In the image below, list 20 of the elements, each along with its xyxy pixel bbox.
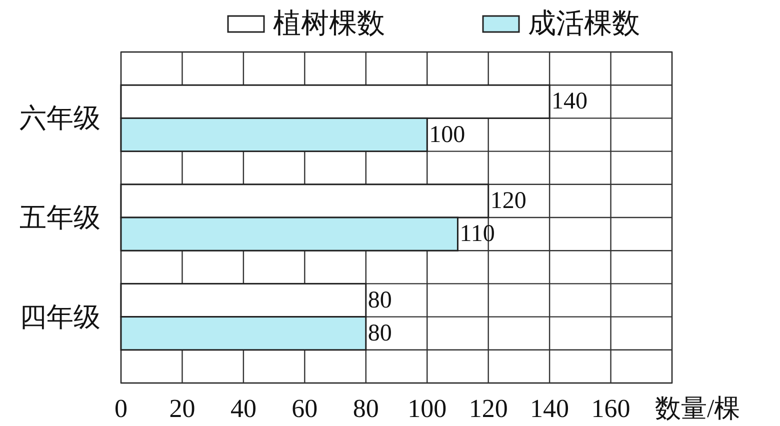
x-tick-label: 160 [591,394,630,423]
data-label: 100 [429,122,466,148]
y-tick-label: 五年级 [20,202,100,232]
legend-label: 成活棵数 [528,8,640,40]
x-tick-label: 140 [530,394,570,423]
x-tick-label: 80 [352,394,379,423]
data-label: 140 [552,88,588,115]
data-label: 120 [490,188,526,214]
legend-label: 植树棵数 [273,8,385,40]
x-tick-label: 60 [292,394,318,423]
data-label: 80 [368,287,392,314]
x-tick-label: 20 [169,394,196,423]
y-tick-label: 四年级 [20,302,100,332]
x-tick-label: 100 [408,394,447,423]
x-tick-label: 120 [468,394,508,423]
x-axis-title: 数量/棵 [655,394,740,423]
data-label: 80 [368,320,392,346]
x-tick-label: 0 [114,394,128,423]
y-tick-label: 六年级 [20,103,100,134]
x-tick-label: 40 [230,394,256,423]
